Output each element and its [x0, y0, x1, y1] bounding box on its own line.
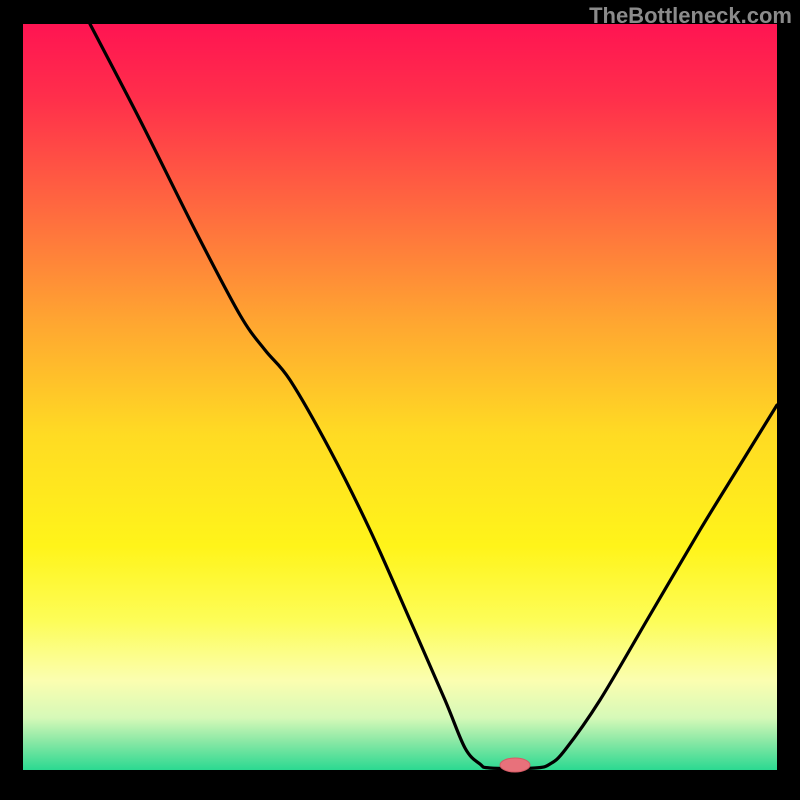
bottleneck-chart — [0, 0, 800, 800]
chart-container: TheBottleneck.com — [0, 0, 800, 800]
optimal-marker — [500, 758, 530, 772]
chart-plot-area — [23, 24, 777, 770]
watermark-text: TheBottleneck.com — [589, 3, 792, 29]
